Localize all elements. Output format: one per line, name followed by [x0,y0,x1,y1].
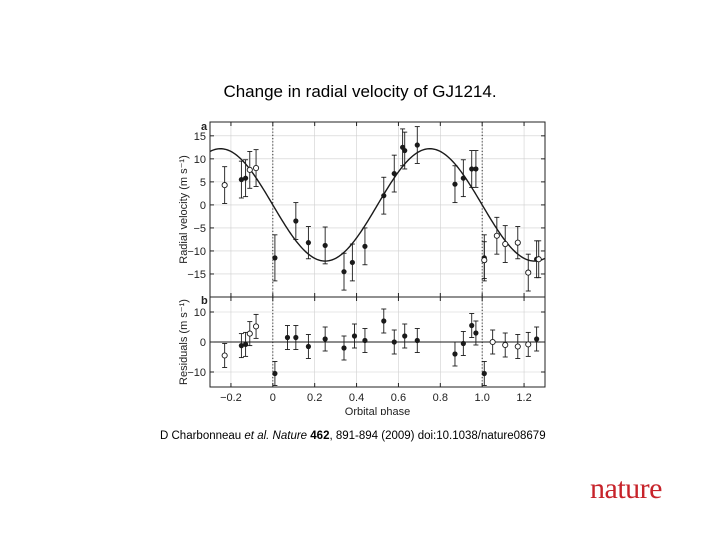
data-point-filled [238,343,245,349]
x-tick-label: 1.0 [475,392,490,404]
data-point-filled [473,166,479,172]
x-tick-label: 0.4 [349,392,364,404]
data-point-open [525,269,532,276]
data-point-open [481,257,488,264]
y-tick-label: 0 [200,200,206,212]
y-tick-label: 5 [200,177,206,189]
data-point-filled [293,334,299,341]
nature-logo: nature [590,472,662,505]
data-point-filled [351,333,358,339]
axes-frame [209,121,546,298]
data-point-filled [473,330,479,336]
data-point-open [514,239,521,246]
data-point-filled [341,345,347,351]
data-point-filled [452,351,458,357]
data-point-open [493,232,500,239]
data-point-open [502,341,509,349]
y-tick-label: 10 [194,154,206,166]
radial-velocity-figure: 15 10 5 0 −5 −10 −15 a Radial velocity (m s⁻¹) 10… [178,121,546,415]
x-tick-label: 0 [270,392,276,404]
data-point-filled [341,269,347,275]
citation-journal: Nature [272,430,308,442]
data-point-filled [238,176,245,183]
data-point-filled [284,334,291,341]
panel-label: b [201,295,208,307]
data-point-filled [381,318,387,324]
data-point-filled [305,240,312,246]
y-axis-label: Residuals (m s⁻¹) [178,299,190,385]
data-point-open [221,182,228,189]
y-tick-label: 0 [200,337,206,349]
data-point-filled [414,142,420,148]
data-point-filled [362,337,368,344]
data-point-filled [322,336,328,342]
data-point-open [253,165,260,172]
y-tick-label: 10 [194,307,206,319]
data-point-filled [272,255,278,261]
figure-citation: D Charbonneau et al. Nature 462, 891-894… [160,430,546,442]
data-point-filled [362,243,368,249]
data-point-filled [460,175,466,181]
data-point-filled [414,337,420,344]
data-point-filled [469,322,475,329]
citation-rest: , 891-894 (2009) doi:10.1038/nature08679 [329,430,546,442]
x-axis-label: Orbital phase [345,406,410,415]
data-point-filled [391,339,397,345]
data-point-filled [460,340,466,347]
data-point-filled [452,181,458,187]
panel-b: 10 0 −10 −0.2 0 0.2 0.4 0.6 0.8 1.0 1.2 b Residuals … [178,295,546,415]
y-tick-label: 15 [194,131,206,143]
panel-label: a [201,121,208,133]
data-point-open [253,323,260,330]
data-point-open [502,240,509,248]
citation-authors: D Charbonneau [160,430,242,442]
data-point-filled [293,218,299,224]
data-point-filled [381,193,387,199]
data-point-filled [391,170,397,177]
data-point-filled [272,370,278,377]
data-point-open [489,338,496,346]
y-axis-label: Radial velocity (m s⁻¹) [178,155,190,264]
y-tick-label: −10 [187,367,206,379]
data-point-open [535,256,542,263]
x-tick-label: 0.8 [433,392,448,404]
y-tick-label: −10 [187,246,206,258]
x-tick-label: 1.2 [516,392,531,404]
citation-etal: et al. [244,430,270,442]
data-point-open [525,341,532,348]
data-point-filled [534,336,540,342]
data-point-filled [402,147,408,154]
x-tick-label: 0.6 [391,392,406,404]
x-tick-label: 0.2 [307,392,322,404]
data-point-filled [402,333,408,339]
data-point-filled [322,242,328,249]
slide-title: Change in radial velocity of GJ1214. [223,82,497,101]
y-tick-label: −15 [187,269,206,281]
data-point-filled [349,259,355,266]
citation-volume: 462 [310,430,330,442]
data-point-filled [242,175,249,181]
x-tick-label: −0.2 [220,392,242,404]
y-tick-label: −5 [193,223,206,235]
model-curve [209,148,546,262]
data-point-open [246,166,253,173]
data-point-open [514,343,521,350]
data-point-filled [305,343,312,350]
panel-a: 15 10 5 0 −5 −10 −15 a Radial velocity (m s⁻¹) [178,121,546,298]
data-point-filled [242,341,249,347]
data-point-filled [481,370,487,377]
data-point-filled [469,166,475,172]
data-point-open [246,330,253,337]
data-point-open [221,352,228,359]
